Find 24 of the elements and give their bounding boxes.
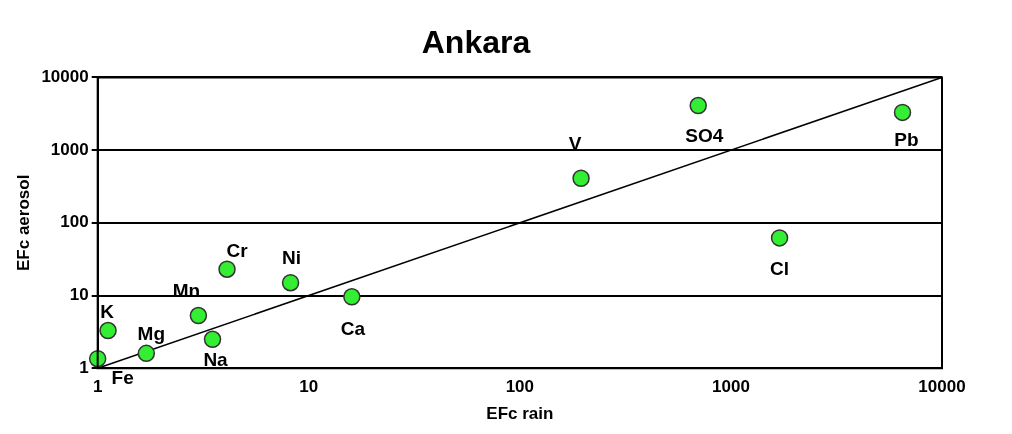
annotation: Ca (340, 318, 366, 340)
annotation: Mg (137, 322, 166, 344)
annotation: Cl (770, 258, 790, 280)
x-tick-label: 10000 (918, 377, 966, 397)
annotation: Fe (111, 366, 134, 388)
chart-title: Ankara (421, 24, 531, 61)
annotation: Cr (226, 240, 249, 262)
y-axis-title: EFc aerosol (13, 174, 33, 271)
y-tick-label: 10 (69, 285, 89, 305)
annotation: V (568, 133, 582, 155)
annotation: SO4 (685, 124, 724, 146)
y-tick-label: 1 (79, 357, 89, 377)
x-axis-title: EFc rain (486, 404, 554, 424)
annotation: K (100, 300, 115, 322)
y-tick-label: 10000 (41, 67, 89, 87)
x-tick-label: 1 (92, 377, 103, 397)
y-tick-label: 100 (60, 212, 89, 232)
annotation: Na (203, 348, 229, 370)
annotation: Pb (894, 128, 919, 150)
x-tick-label: 1000 (712, 377, 750, 397)
annotation: Ni (282, 246, 302, 268)
x-tick-label: 100 (505, 377, 535, 397)
x-tick-label: 10 (299, 377, 319, 397)
y-tick-label: 1000 (50, 139, 89, 159)
